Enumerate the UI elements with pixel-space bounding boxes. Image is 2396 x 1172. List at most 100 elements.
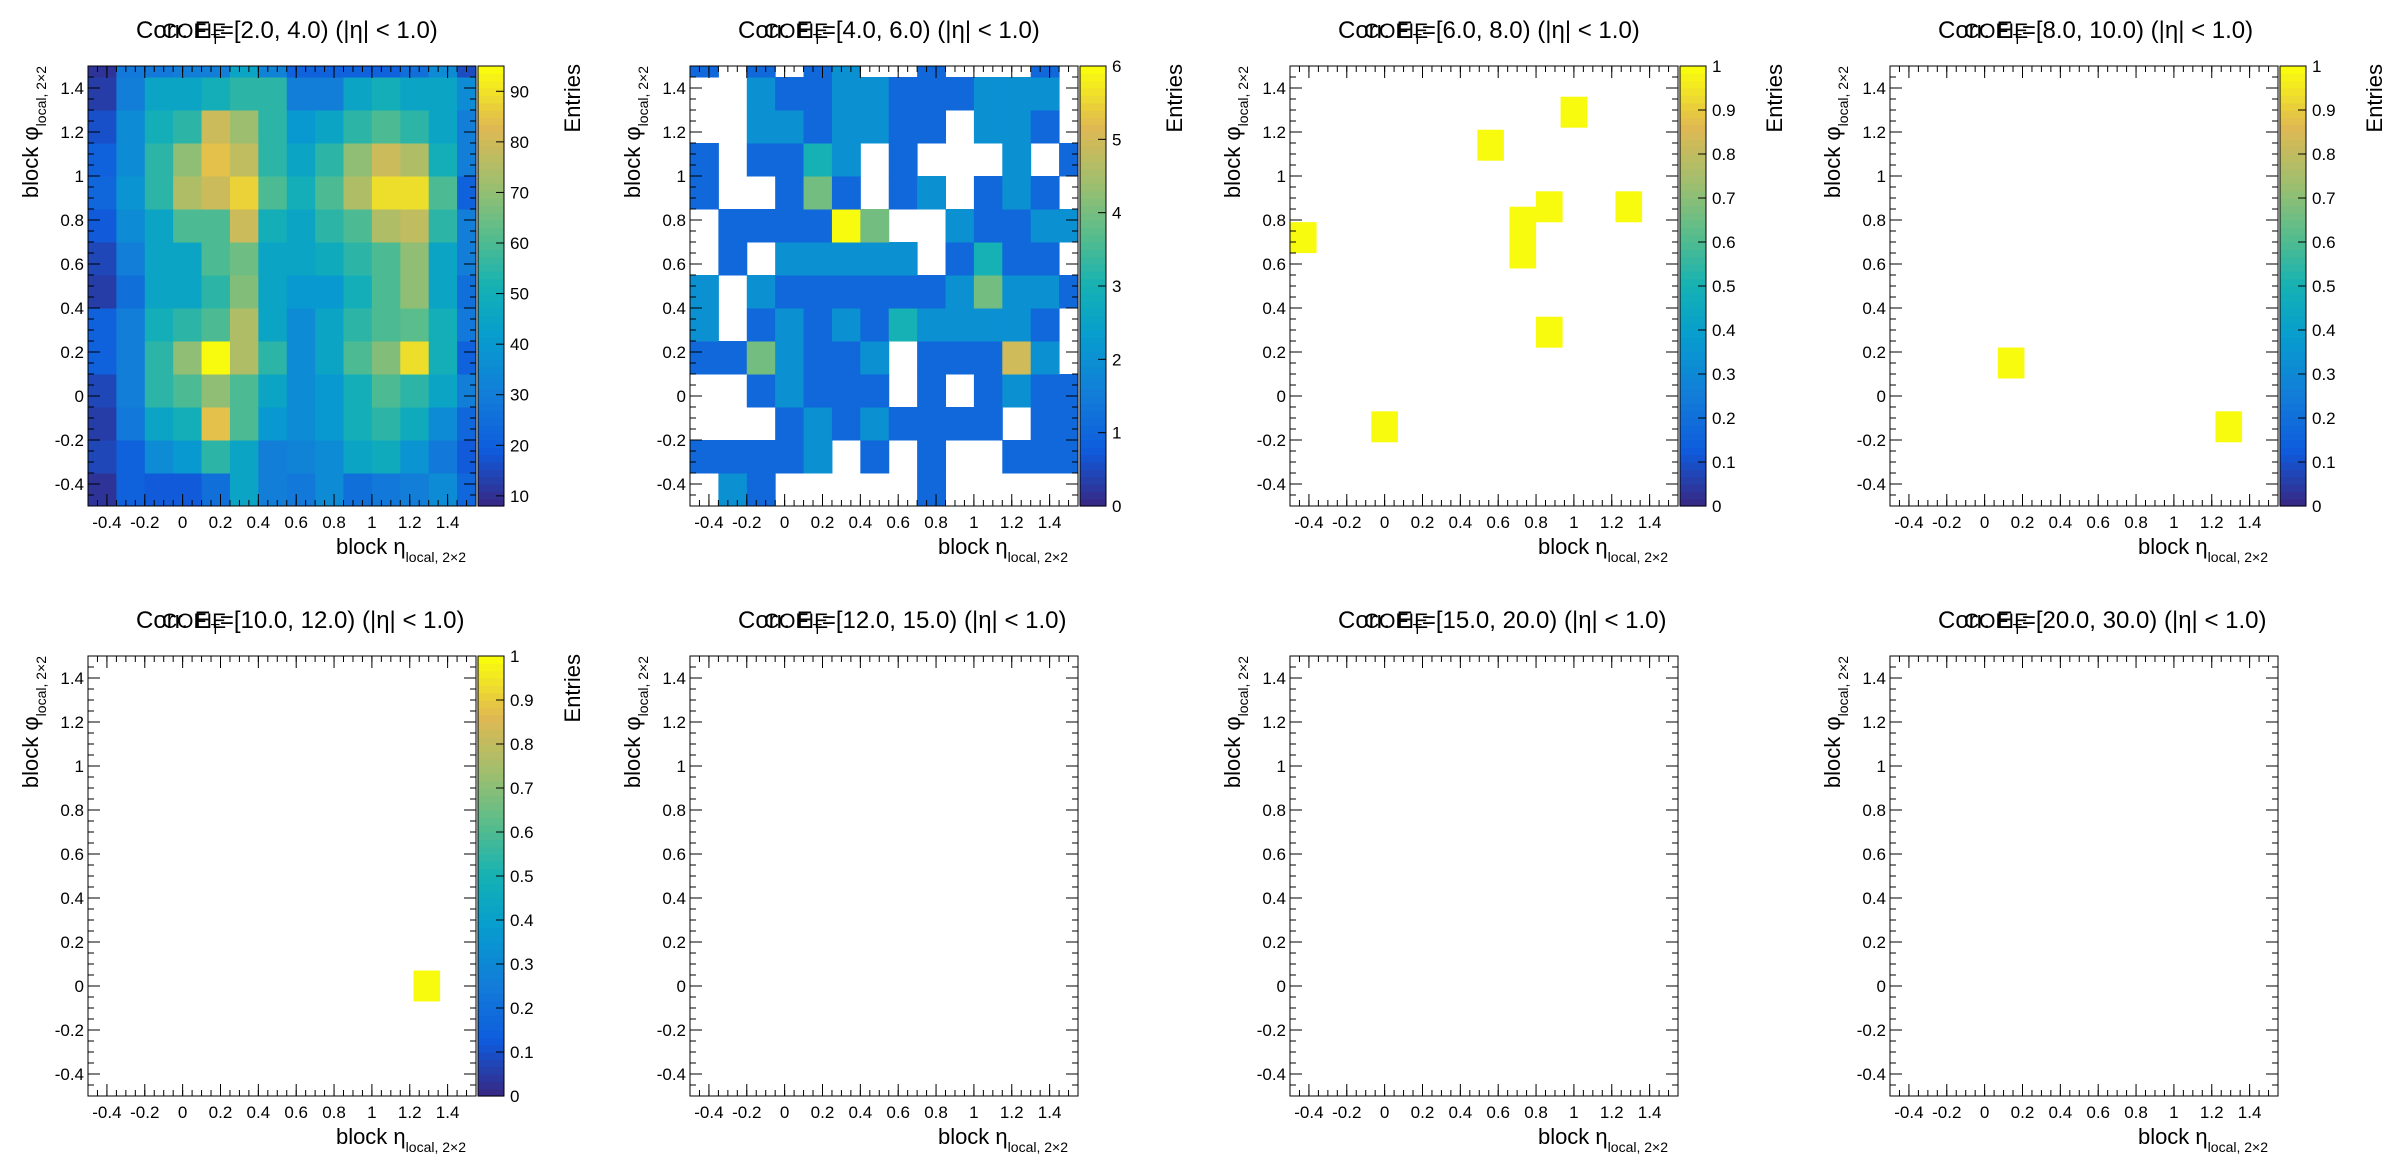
panel-title: Corr. ET=[12.0, 15.0) (|η| < 1.0)COFIE xyxy=(738,607,1066,638)
title-overlay: COFIE xyxy=(1364,610,1428,633)
heatmap-cell xyxy=(1002,374,1032,408)
heatmap-cell xyxy=(286,473,316,506)
heatmap-cell xyxy=(775,275,805,309)
x-tick-label: 0 xyxy=(1380,1103,1389,1122)
heatmap-cell xyxy=(973,341,1003,375)
colorbar-swatch xyxy=(1680,440,1706,448)
heatmap-cell xyxy=(973,308,1003,342)
colorbar-swatch xyxy=(2280,124,2306,133)
colorbar-swatch xyxy=(478,80,504,89)
heatmap-cell xyxy=(286,341,316,375)
colorbar: 0 0.1 0.2 0.3 0.4 0.5 0.6 0.7 0.8 0.9 1 Entries xyxy=(477,647,585,1106)
y-axis-label: block φlocal, 2×2 xyxy=(620,656,651,788)
x-tick-label: 0.8 xyxy=(1524,513,1548,532)
heatmap-cell xyxy=(831,176,861,210)
colorbar-swatch xyxy=(1080,374,1106,382)
colorbar-swatch xyxy=(1080,95,1106,104)
x-axis-label: block ηlocal, 2×2 xyxy=(1538,534,1668,565)
heatmap-cell xyxy=(400,407,430,441)
x-tick-label: -0.2 xyxy=(130,1103,159,1122)
heatmap-cell xyxy=(803,209,833,243)
heatmap-cell xyxy=(173,176,203,210)
colorbar-swatch xyxy=(478,788,504,796)
colorbar-swatch xyxy=(1680,410,1706,419)
colorbar-swatch xyxy=(2280,308,2306,316)
y-axis-label: block φlocal, 2×2 xyxy=(620,66,651,198)
colorbar-tick-label: 0.3 xyxy=(2312,365,2336,384)
colorbar-swatch xyxy=(1080,440,1106,448)
colorbar-swatch xyxy=(1680,168,1706,177)
heatmap-cell xyxy=(144,176,174,210)
heatmap-cell xyxy=(371,374,401,408)
colorbar-label: Entries xyxy=(1762,64,1787,132)
x-tick-label: 1.2 xyxy=(2200,1103,2224,1122)
colorbar-swatch xyxy=(478,124,504,133)
heatmap-cell xyxy=(88,374,117,408)
x-tick-label: 1.4 xyxy=(1638,513,1662,532)
heatmap-cell xyxy=(775,341,805,375)
heatmap-cell xyxy=(343,374,373,408)
title-main: Corr. ET=[8.0, 10.0) (|η| < 1.0) xyxy=(1938,17,2253,48)
x-tick-label: -0.2 xyxy=(1332,1103,1361,1122)
heatmap-cell xyxy=(945,242,975,276)
colorbar-tick-label: 0.5 xyxy=(510,867,534,886)
heatmap-cell xyxy=(775,77,805,111)
colorbar-swatch xyxy=(478,817,504,826)
colorbar-swatch xyxy=(1080,366,1106,375)
y-tick-label: 0.2 xyxy=(1862,933,1886,952)
x-tick-label: -0.4 xyxy=(92,1103,121,1122)
colorbar-swatch xyxy=(2280,73,2306,82)
heatmap-cell xyxy=(229,440,259,474)
heatmap-cell xyxy=(1030,407,1060,441)
heatmap-cell xyxy=(917,473,947,506)
colorbar-swatch xyxy=(478,883,504,892)
x-tick-label: 1.4 xyxy=(2238,1103,2262,1122)
heatmap-cell xyxy=(457,176,476,210)
colorbar-swatch xyxy=(478,234,504,243)
y-tick-label: 0.6 xyxy=(1262,255,1286,274)
heatmap-cell xyxy=(973,209,1003,243)
colorbar-swatch xyxy=(478,722,504,730)
colorbar-swatch xyxy=(1680,249,1706,258)
heatmap-cell xyxy=(746,440,776,474)
heatmap-cell xyxy=(860,110,890,144)
title-main: Corr. ET=[10.0, 12.0) (|η| < 1.0) xyxy=(136,607,464,638)
colorbar-swatch xyxy=(478,462,504,470)
colorbar-swatch xyxy=(478,824,504,833)
heatmap-cell xyxy=(888,110,918,144)
colorbar-swatch xyxy=(2280,396,2306,404)
colorbar-swatch xyxy=(1680,220,1706,228)
colorbar-swatch xyxy=(1080,132,1106,140)
y-tick-label: 0.4 xyxy=(1862,889,1886,908)
colorbar-swatch xyxy=(1680,418,1706,426)
heatmap-cell xyxy=(917,275,947,309)
heatmap-cell xyxy=(371,242,401,276)
colorbar-swatch xyxy=(478,242,504,250)
heatmap-cell xyxy=(116,176,146,210)
colorbar-swatch xyxy=(1680,330,1706,338)
colorbar-swatch xyxy=(478,744,504,752)
colorbar-swatch xyxy=(478,1044,504,1053)
colorbar-swatch xyxy=(1080,462,1106,470)
colorbar-swatch xyxy=(478,912,504,921)
heatmap-cell xyxy=(917,176,947,210)
heatmap-cell xyxy=(144,66,174,78)
colorbar-swatch xyxy=(1680,322,1706,331)
colorbar-swatch xyxy=(1680,447,1706,456)
colorbar-swatch xyxy=(478,832,504,840)
heatmap-cell xyxy=(286,242,316,276)
colorbar-swatch xyxy=(478,440,504,448)
heatmap-cell xyxy=(746,77,776,111)
heatmap-cell xyxy=(457,77,476,111)
colorbar-swatch xyxy=(478,344,504,353)
heatmap-cell xyxy=(201,209,231,243)
heatmap-cell xyxy=(88,341,117,375)
heatmap-cell xyxy=(144,341,174,375)
heatmap-cell xyxy=(1059,209,1078,243)
colorbar-swatch xyxy=(2280,102,2306,111)
x-tick-label: 1.4 xyxy=(2238,513,2262,532)
colorbar-swatch xyxy=(1080,425,1106,434)
colorbar-swatch xyxy=(478,1066,504,1075)
colorbar-swatch xyxy=(2280,264,2306,272)
colorbar-swatch xyxy=(1080,110,1106,118)
